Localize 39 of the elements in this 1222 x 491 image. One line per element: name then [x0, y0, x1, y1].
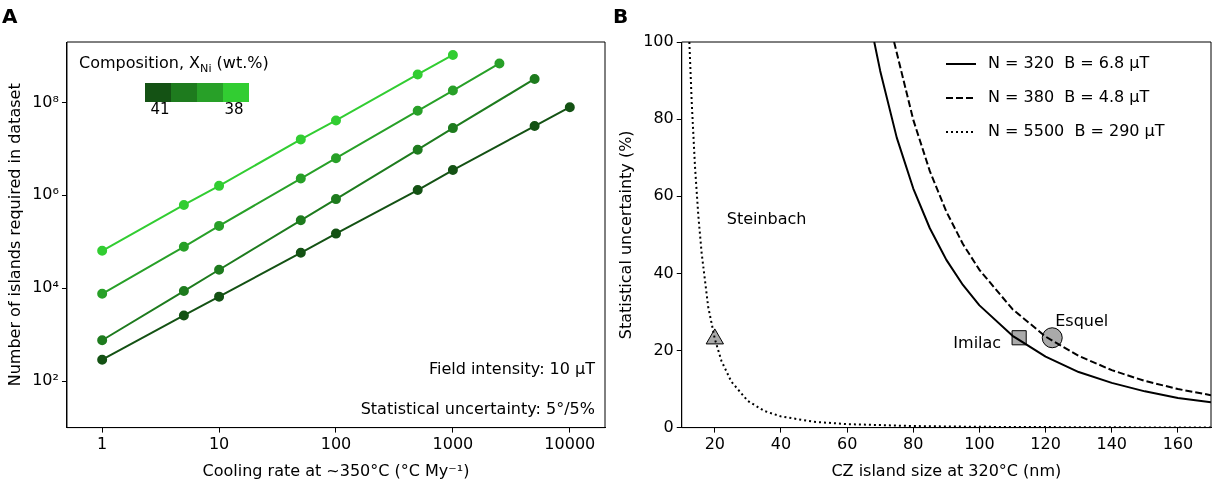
chart-title: A: [2, 4, 18, 29]
y-tick-label: 60: [653, 185, 674, 205]
y-axis-title: Number of islands required in dataset: [4, 83, 24, 387]
legend-label: N = 5500 B = 290 µT: [988, 121, 1165, 141]
y-tick-label: 20: [653, 339, 674, 359]
x-tick-label: 10000: [544, 434, 596, 454]
x-tick-label: 10: [208, 434, 230, 454]
x-tick-label: 160: [1162, 434, 1194, 454]
legend-label: N = 320 B = 6.8 µT: [988, 53, 1150, 73]
x-axis-title: CZ island size at 320°C (nm): [831, 460, 1062, 480]
annotation: Steinbach: [726, 208, 807, 228]
legend-label: 41: [150, 100, 170, 119]
x-axis-title: Cooling rate at ~350°C (°C My⁻¹): [202, 460, 470, 480]
x-tick-label: 100: [964, 434, 995, 454]
chart-title: B: [613, 4, 629, 29]
annotation: Field intensity: 10 µT: [428, 358, 596, 378]
x-tick-label: 1: [97, 434, 108, 454]
y-tick-label: 100: [643, 31, 674, 51]
x-tick-label: 40: [770, 434, 792, 454]
x-tick-label: 140: [1096, 434, 1128, 454]
annotation: Esquel: [1055, 310, 1109, 330]
y-tick-label: 10⁸: [32, 91, 59, 111]
annotation: Imilac: [953, 332, 1002, 352]
x-tick-label: 20: [704, 434, 725, 454]
y-tick-label: 80: [653, 108, 674, 128]
y-tick-label: 10²: [32, 370, 59, 390]
x-tick-label: 1000: [432, 434, 474, 454]
y-tick-label: 40: [653, 262, 674, 282]
x-tick-label: 60: [836, 434, 858, 454]
y-tick-label: 0: [663, 416, 674, 436]
legend-label: N = 380 B = 4.8 µT: [988, 87, 1150, 107]
legend-label: 38: [224, 100, 244, 119]
annotation: Statistical uncertainty: 5°/5%: [360, 398, 595, 418]
x-tick-label: 120: [1030, 434, 1061, 454]
x-tick-label: 80: [903, 434, 924, 454]
y-axis-title: Statistical uncertainty (%): [615, 130, 635, 340]
y-tick-label: 10⁴: [32, 277, 59, 297]
y-tick-label: 10⁶: [32, 184, 59, 204]
x-tick-label: 100: [320, 434, 352, 454]
